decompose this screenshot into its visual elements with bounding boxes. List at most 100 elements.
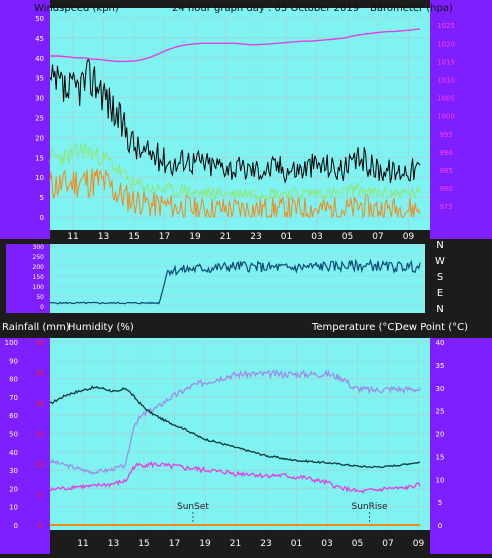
humidity-tick-label: 80 [9, 376, 18, 384]
wind-x-tick-label: 23 [250, 232, 261, 242]
wind-x-tick-label: 09 [403, 232, 415, 242]
rainfall-tick-label: 0 [38, 522, 42, 530]
humidity-tick-label: 50 [9, 431, 18, 439]
wind-x-tick-label: 21 [220, 232, 231, 242]
compass-label: W [435, 256, 445, 267]
dew-point-line [49, 369, 421, 476]
humidity-tick-label: 0 [14, 522, 18, 530]
temp-x-tick-label: 11 [77, 539, 88, 549]
temp-x-tick-label: 23 [260, 539, 271, 549]
temperature-tick-label: 10 [436, 476, 445, 484]
temp-x-tick-label: 19 [199, 539, 211, 549]
humidity-tick-label: 90 [9, 357, 18, 365]
wind-x-tick-label: 03 [311, 232, 322, 242]
rainfall-axis-title: Rainfall (mm) [2, 322, 70, 333]
rainfall-tick-label: 25 [36, 370, 45, 378]
direction-tick-label: 100 [33, 284, 45, 291]
humidity-line [49, 461, 421, 495]
dewpoint-axis-title: Dew Point (°C) [395, 322, 468, 333]
temp-left-axis-panel [0, 338, 50, 554]
humidity-tick-label: 40 [9, 449, 18, 457]
temp-x-tick-label: 05 [352, 539, 363, 549]
temp-right-axis-panel [430, 338, 492, 554]
barometer-tick-label: 1025 [437, 22, 455, 30]
barometer-tick-label: 995 [439, 131, 452, 139]
barometer-tick-label: 1000 [437, 113, 455, 121]
humidity-tick-label: 70 [9, 394, 18, 402]
temperature-tick-label: 25 [436, 408, 445, 416]
wind-series-gust [49, 57, 421, 184]
rainfall-tick-label: 10 [36, 461, 45, 469]
temp-x-tick-label: 13 [108, 539, 119, 549]
direction-tick-label: 250 [33, 254, 45, 261]
barometer-tick-label: 985 [439, 167, 452, 175]
humidity-axis-title: Humidity (%) [68, 322, 134, 333]
humidity-tick-label: 10 [9, 504, 18, 512]
rainfall-tick-label: 20 [36, 400, 45, 408]
temperature-tick-label: 15 [436, 453, 445, 461]
wind-left-tick-label: 40 [35, 55, 44, 63]
wind-left-tick-label: 5 [40, 194, 44, 202]
temperature-tick-label: 40 [436, 339, 445, 347]
temp-x-tick-label: 09 [413, 539, 425, 549]
barometer-tick-label: 990 [439, 149, 452, 157]
compass-label: N [436, 304, 443, 315]
humidity-tick-label: 30 [9, 467, 18, 475]
humidity-tick-label: 20 [9, 485, 18, 493]
wind-x-tick-label: 19 [189, 232, 201, 242]
compass-label: N [436, 240, 443, 251]
barometer-tick-label: 1020 [437, 40, 455, 48]
wind-left-axis-panel [0, 0, 50, 239]
barometer-tick-label: 980 [439, 185, 452, 193]
wind-x-tick-label: 13 [98, 232, 109, 242]
wind-left-tick-label: 30 [35, 95, 44, 103]
temperature-tick-label: 35 [436, 362, 445, 370]
direction-tick-label: 200 [33, 264, 45, 271]
wind-x-tick-label: 17 [159, 232, 170, 242]
temp-x-tick-label: 03 [321, 539, 332, 549]
compass-label: S [437, 272, 443, 283]
wind-series-low [49, 168, 421, 219]
wind-x-tick-label: 11 [67, 232, 78, 242]
humidity-tick-label: 100 [5, 339, 18, 347]
wind-left-tick-label: 35 [35, 75, 44, 83]
wind-left-tick-label: 50 [35, 15, 44, 23]
rainfall-tick-label: 30 [36, 339, 45, 347]
temperature-tick-label: 20 [436, 431, 445, 439]
temp-x-tick-label: 01 [291, 539, 302, 549]
temperature-line [49, 385, 421, 469]
rainfall-tick-label: 15 [36, 431, 45, 439]
wind-x-tick-label: 01 [281, 232, 292, 242]
wind-left-tick-label: 10 [35, 174, 44, 182]
temp-x-tick-label: 15 [138, 539, 149, 549]
wind-direction-line [49, 258, 421, 305]
compass-label: E [437, 288, 443, 299]
wind-left-tick-label: 45 [35, 35, 44, 43]
wind-x-tick-label: 07 [372, 232, 383, 242]
sun-marker-label: SunRise [351, 502, 388, 512]
temp-x-tick-label: 07 [382, 539, 393, 549]
wind-left-tick-label: 15 [35, 154, 44, 162]
wind-x-tick-label: 15 [128, 232, 139, 242]
temperature-tick-label: 0 [438, 522, 442, 530]
direction-tick-label: 0 [40, 304, 44, 311]
sun-marker-label: SunSet [177, 502, 209, 512]
direction-tick-label: 50 [36, 294, 44, 301]
rainfall-tick-label: 5 [38, 492, 42, 500]
wind-left-tick-label: 25 [35, 115, 44, 123]
temp-x-tick-label: 21 [230, 539, 241, 549]
direction-tick-label: 150 [33, 274, 45, 281]
wind-left-tick-label: 0 [40, 214, 44, 222]
barometer-tick-label: 1005 [437, 95, 455, 103]
humidity-tick-label: 60 [9, 412, 18, 420]
temperature-tick-label: 30 [436, 385, 445, 393]
barometer-tick-label: 975 [439, 203, 452, 211]
barometer-axis-title: Barometer (hpa) [370, 3, 453, 14]
dir-left-axis-panel [6, 244, 50, 313]
direction-tick-label: 300 [33, 244, 45, 251]
barometer-tick-label: 1010 [437, 77, 455, 85]
temperature-axis-title: Temperature (°C) [311, 322, 398, 333]
wind-left-tick-label: 20 [35, 134, 44, 142]
